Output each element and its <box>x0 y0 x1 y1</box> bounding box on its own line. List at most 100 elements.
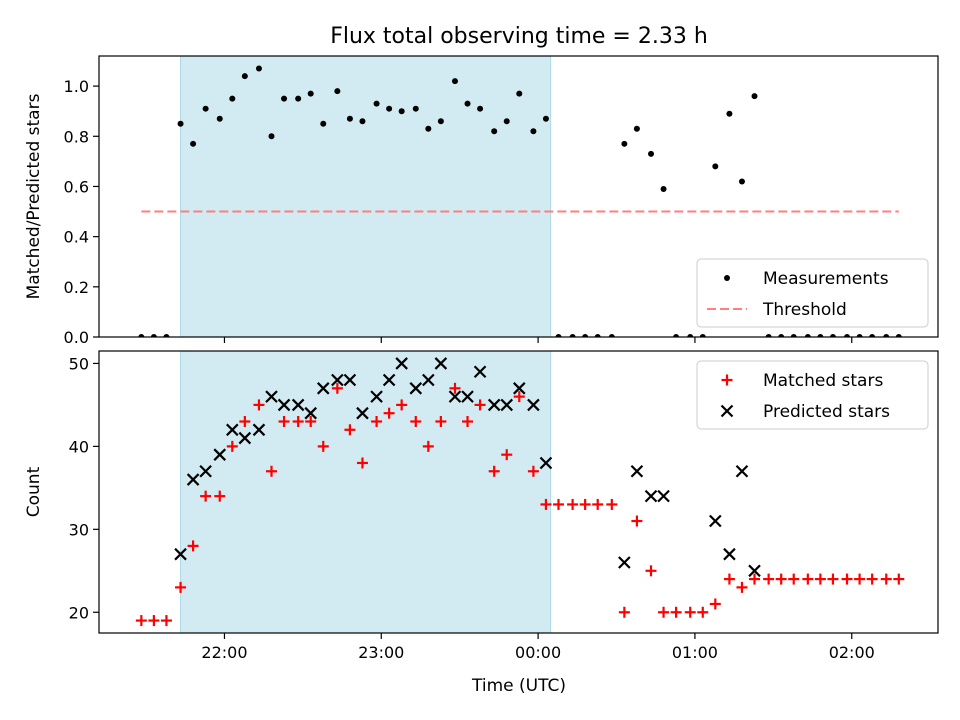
measurement-point <box>778 334 785 337</box>
predicted-point <box>174 547 187 561</box>
top-y-tick-label: 0.4 <box>64 228 89 247</box>
measurement-point <box>295 95 302 102</box>
matched-point <box>462 416 474 427</box>
predicted-point <box>199 464 212 478</box>
measurement-point <box>241 73 248 80</box>
bottom-series-cross <box>174 357 761 578</box>
matched-point <box>200 490 212 502</box>
measurement-point <box>516 90 523 97</box>
matched-point <box>135 615 147 627</box>
measurement-point <box>608 334 615 337</box>
predicted-point <box>395 357 408 370</box>
legend-matched-marker <box>721 374 733 386</box>
matched-point <box>266 465 278 477</box>
matched-point <box>527 465 539 477</box>
predicted-point <box>316 382 330 395</box>
measurement-point <box>255 65 262 72</box>
top-y-tick-label: 0.8 <box>64 127 89 146</box>
top-legend-box <box>696 258 929 328</box>
measurement-point <box>437 118 444 125</box>
measurement-point <box>229 95 236 102</box>
bottom-axes-frame <box>98 350 939 634</box>
measurement-point <box>699 334 706 337</box>
matched-point <box>658 606 670 618</box>
measurement-point <box>633 125 640 132</box>
matched-point <box>697 606 709 618</box>
top-series-dot <box>138 65 902 337</box>
top-y-tick-label: 0.6 <box>64 177 89 196</box>
measurement-point <box>464 100 471 107</box>
top-y-axis-label: Matched/Predicted stars <box>24 93 44 299</box>
matched-point <box>723 573 735 585</box>
measurement-point <box>138 334 145 337</box>
predicted-point <box>500 398 514 412</box>
predicted-point <box>265 390 278 403</box>
bottom-shaded-window <box>180 350 552 634</box>
predicted-point <box>226 423 239 437</box>
bottom-panel-counts: 22:00 23:00 00:00 01:00 02:00 20 30 40 50 Count Ma… <box>24 350 939 662</box>
measurement-point <box>817 334 824 337</box>
matched-point <box>866 573 878 585</box>
measurement-point <box>542 115 549 122</box>
matched-point <box>214 490 226 502</box>
matched-point <box>305 416 317 427</box>
measurement-point <box>425 125 432 132</box>
predicted-point <box>409 382 423 395</box>
x-tick-label: 02:00 <box>829 643 875 662</box>
x-tick-label: 23:00 <box>358 643 404 662</box>
bottom-plot-area <box>135 357 905 627</box>
matched-point <box>226 440 238 452</box>
bottom-legend: Matched stars Predicted stars <box>696 360 929 430</box>
matched-point <box>567 498 579 510</box>
matched-point <box>802 573 814 585</box>
predicted-point <box>735 464 749 478</box>
x-tick-label: 01:00 <box>672 643 718 662</box>
predicted-point <box>748 564 761 578</box>
measurement-point <box>268 133 275 140</box>
measurement-point <box>216 115 223 122</box>
matched-point <box>763 573 775 585</box>
measurement-point <box>569 334 576 337</box>
measurement-point <box>673 334 680 337</box>
matched-point <box>435 416 447 427</box>
matched-point <box>501 449 513 461</box>
bottom-y-tick-label: 50 <box>69 354 89 373</box>
bottom-legend-label: Predicted stars <box>763 402 890 422</box>
matched-point <box>749 573 761 585</box>
top-shaded-window <box>180 55 552 338</box>
predicted-point <box>356 406 369 420</box>
matched-point <box>592 498 604 510</box>
measurement-point <box>477 105 484 112</box>
measurement-point <box>844 334 851 337</box>
measurement-point <box>150 334 157 337</box>
bottom-y-tick-label: 40 <box>69 437 89 456</box>
matched-point <box>410 416 422 427</box>
matched-point <box>814 573 826 585</box>
matched-point <box>606 498 618 510</box>
matched-point <box>670 606 682 618</box>
matched-point <box>552 498 564 510</box>
top-y-tick-label: 1.0 <box>64 77 89 96</box>
predicted-point <box>304 406 317 420</box>
measurement-point <box>790 334 797 337</box>
measurement-point <box>373 100 380 107</box>
measurement-point <box>320 120 327 127</box>
predicted-point <box>252 423 266 437</box>
bottom-y-axis-label: Count <box>24 466 44 517</box>
top-panel-ratio: 0.0 0.2 0.4 0.6 0.8 1.0 Matched/Predicted star… <box>24 55 939 347</box>
measurement-point <box>687 334 694 337</box>
measurement-point <box>660 185 667 192</box>
predicted-point <box>709 514 722 528</box>
measurement-point <box>883 334 890 337</box>
measurement-point <box>307 90 314 97</box>
matched-point <box>160 615 172 627</box>
measurement-point <box>386 105 393 112</box>
predicted-point <box>213 448 227 461</box>
matched-point <box>631 515 643 527</box>
predicted-point <box>657 489 670 503</box>
bottom-legend-box <box>696 360 929 430</box>
matched-point <box>356 457 368 469</box>
matched-point <box>422 440 434 452</box>
measurement-point <box>738 178 745 185</box>
